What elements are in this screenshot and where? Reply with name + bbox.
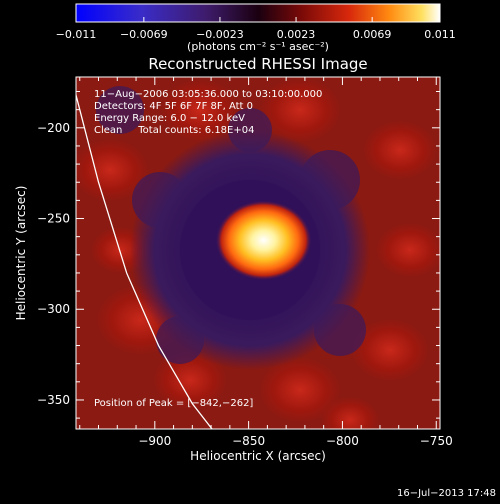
- source-core: [215, 200, 312, 281]
- red-patch: [160, 78, 240, 142]
- x-tick-label: −800: [326, 434, 359, 448]
- colorbar-bar: [75, 3, 441, 23]
- red-patch: [320, 396, 380, 429]
- x-tick-label: −850: [232, 434, 265, 448]
- plot-frame: [75, 76, 441, 430]
- x-tick-label: −750: [420, 434, 453, 448]
- red-patch: [362, 119, 438, 181]
- colorbar-tick-label: 0.011: [424, 28, 456, 41]
- dark-patch: [96, 86, 144, 134]
- image-plot: [76, 77, 440, 429]
- colorbar-ticks: −0.011 −0.0069 −0.0023 0.0023 0.0069 0.011: [56, 17, 456, 41]
- colorbar-tick-label: 0.0023: [277, 28, 316, 41]
- peak-position-label: Position of Peak = [−842,−262]: [94, 398, 253, 409]
- colorbar-unit-label: (photons cm⁻² s⁻¹ asec⁻²): [187, 40, 329, 53]
- red-patch: [152, 349, 228, 411]
- annotation-line: Energy Range: 6.0 − 12.0 keV: [94, 113, 245, 124]
- red-patch: [350, 318, 430, 382]
- y-tick-label: −200: [37, 121, 70, 135]
- timestamp: 16−Jul−2013 17:48: [397, 488, 496, 499]
- solar-limb-curve: [76, 92, 213, 429]
- y-axis-label: Heliocentric Y (arcsec): [14, 186, 28, 321]
- x-axis-label: Heliocentric X (arcsec): [190, 449, 326, 463]
- y-tick-label: −300: [37, 302, 70, 316]
- y-axis-ticks: −200 −250 −300 −350: [37, 91, 440, 419]
- colorbar-tick-label: −0.0023: [196, 28, 244, 41]
- annotation-line: Clean Total counts: 6.18E+04: [94, 125, 254, 136]
- red-patch: [258, 77, 342, 144]
- x-tick-label: −900: [138, 434, 171, 448]
- colorbar-tick-label: −0.011: [56, 28, 97, 41]
- colorbar-tick-label: −0.0069: [120, 28, 168, 41]
- chart-title: Reconstructed RHESSI Image: [148, 55, 367, 73]
- colorbar: −0.011 −0.0069 −0.0023 0.0023 0.0069 0.011 (p…: [56, 3, 456, 53]
- red-patch: [76, 138, 150, 202]
- red-patch: [375, 222, 440, 278]
- annotation-line: Detectors: 4F 5F 6F 7F 8F, Att 0: [94, 101, 253, 112]
- colorbar-tick-label: 0.0069: [353, 28, 392, 41]
- annotation-line: 11−Aug−2006 03:05:36.000 to 03:10:00.000: [94, 89, 322, 100]
- red-patch: [258, 356, 342, 424]
- y-tick-label: −350: [37, 393, 70, 407]
- x-axis-ticks: −900 −850 −800 −750: [79, 77, 453, 448]
- annotation-block: 11−Aug−2006 03:05:36.000 to 03:10:00.000…: [94, 89, 322, 136]
- y-tick-label: −250: [37, 212, 70, 226]
